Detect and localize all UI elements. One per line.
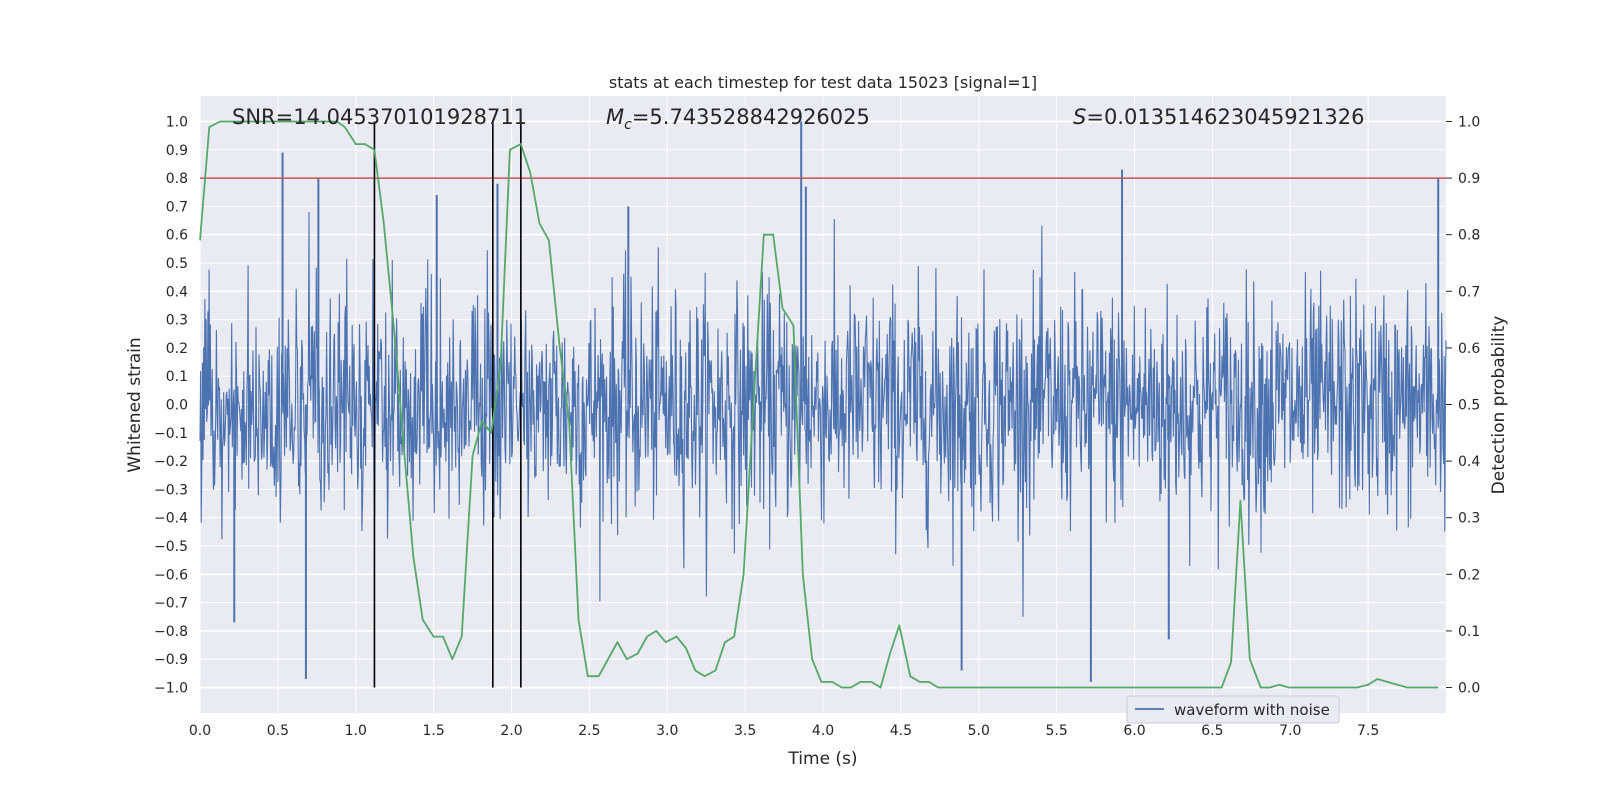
y-right-tick-label: 1.0 bbox=[1458, 114, 1480, 130]
y-left-tick-label: 0.8 bbox=[166, 171, 188, 187]
y-right-tick-label: 0.2 bbox=[1458, 567, 1480, 583]
y-left-tick-labels: 1.0 0.9 0.8 0.7 0.6 0.5 0.4 0.3 0.2 0.1 0.0 −0.1 −0.… bbox=[154, 114, 188, 696]
strain-line bbox=[199, 211, 1447, 617]
strain-series bbox=[199, 121, 1447, 682]
y-left-tick-label: −0.1 bbox=[154, 426, 188, 442]
y-left-tick-label: −0.5 bbox=[154, 539, 188, 555]
y-left-tick-label: 0.7 bbox=[166, 199, 188, 215]
vertical-markers bbox=[373, 121, 522, 688]
snr-value: 14.045370101928711 bbox=[293, 105, 527, 129]
x-tick-label: 4.5 bbox=[890, 723, 912, 739]
snr-annotation: SNR=14.045370101928711 bbox=[232, 105, 527, 129]
y-left-tick-label: −0.6 bbox=[154, 567, 188, 583]
x-tick-label: 1.0 bbox=[345, 723, 367, 739]
y-left-tick-label: 0.1 bbox=[166, 369, 188, 385]
mc-value: =5.743528842926025 bbox=[632, 105, 870, 129]
y-right-tick-label: 0.1 bbox=[1458, 624, 1480, 640]
y-left-tick-label: −0.8 bbox=[154, 624, 188, 640]
s-symbol: S bbox=[1073, 105, 1086, 129]
y-left-tick-label: −0.3 bbox=[154, 482, 188, 498]
x-tick-label: 1.5 bbox=[422, 723, 444, 739]
x-tick-label: 4.0 bbox=[812, 723, 834, 739]
y-right-tick-labels: 1.0 0.9 0.8 0.7 0.6 0.5 0.4 0.3 0.2 0.1 0.0 bbox=[1446, 114, 1480, 697]
y-left-tick-label: −0.2 bbox=[154, 454, 188, 470]
x-tick-label: 6.0 bbox=[1123, 723, 1145, 739]
s-annotation: S=0.013514623045921326 bbox=[1073, 105, 1364, 129]
x-tick-label: 7.5 bbox=[1357, 723, 1379, 739]
x-tick-label: 6.5 bbox=[1201, 723, 1223, 739]
s-value: =0.013514623045921326 bbox=[1086, 105, 1364, 129]
y-left-tick-label: −0.4 bbox=[154, 511, 188, 527]
y-left-tick-label: 0.5 bbox=[166, 256, 188, 272]
y-right-tick-label: 0.6 bbox=[1458, 341, 1480, 357]
x-tick-labels: 0.0 0.5 1.0 1.5 2.0 2.5 3.0 3.5 4.0 4.5 5.0 5.5 6.0 6… bbox=[189, 723, 1379, 739]
snr-prefix: SNR= bbox=[232, 105, 293, 129]
y-left-tick-label: 1.0 bbox=[166, 114, 188, 130]
x-tick-label: 2.0 bbox=[500, 723, 522, 739]
chirp-mass-annotation: Mc=5.743528842926025 bbox=[606, 105, 870, 133]
x-tick-label: 0.5 bbox=[267, 723, 289, 739]
y-left-tick-label: 0.6 bbox=[166, 228, 188, 244]
y-left-tick-label: 0.2 bbox=[166, 341, 188, 357]
x-axis-label: Time (s) bbox=[787, 749, 857, 769]
mc-symbol: M bbox=[606, 105, 624, 129]
y-right-tick-label: 0.4 bbox=[1458, 454, 1480, 470]
y-left-tick-label: 0.4 bbox=[166, 284, 188, 300]
y-left-tick-label: 0.0 bbox=[166, 398, 188, 414]
x-tick-label: 5.0 bbox=[968, 723, 990, 739]
x-tick-label: 3.0 bbox=[656, 723, 678, 739]
y-right-tick-label: 0.3 bbox=[1458, 511, 1480, 527]
x-tick-label: 3.5 bbox=[734, 723, 756, 739]
y-right-tick-label: 0.9 bbox=[1458, 171, 1480, 187]
x-tick-label: 5.5 bbox=[1045, 723, 1067, 739]
chart-title: stats at each timestep for test data 150… bbox=[609, 73, 1037, 92]
y-right-tick-label: 0.5 bbox=[1458, 398, 1480, 414]
y-left-tick-label: −0.9 bbox=[154, 652, 188, 668]
y-left-tick-label: −0.7 bbox=[154, 596, 188, 612]
y-right-tick-label: 0.7 bbox=[1458, 284, 1480, 300]
y-left-tick-label: 0.9 bbox=[166, 143, 188, 159]
y-left-tick-label: 0.3 bbox=[166, 313, 188, 329]
x-tick-label: 0.0 bbox=[189, 723, 211, 739]
y-left-tick-label: −1.0 bbox=[154, 681, 188, 697]
mc-subscript: c bbox=[624, 117, 632, 133]
y-right-tick-label: 0.0 bbox=[1458, 681, 1480, 697]
probability-series bbox=[199, 120, 1439, 689]
legend-box bbox=[1126, 695, 1340, 724]
legend: waveform with noise bbox=[1126, 695, 1340, 724]
probability-line bbox=[199, 120, 1439, 689]
y-axis-label-right: Detection probability bbox=[1489, 316, 1509, 495]
x-tick-label: 7.0 bbox=[1279, 723, 1301, 739]
y-right-tick-label: 0.8 bbox=[1458, 228, 1480, 244]
legend-label-waveform: waveform with noise bbox=[1174, 701, 1330, 719]
y-axis-label-left: Whitened strain bbox=[125, 337, 145, 472]
x-tick-label: 2.5 bbox=[578, 723, 600, 739]
